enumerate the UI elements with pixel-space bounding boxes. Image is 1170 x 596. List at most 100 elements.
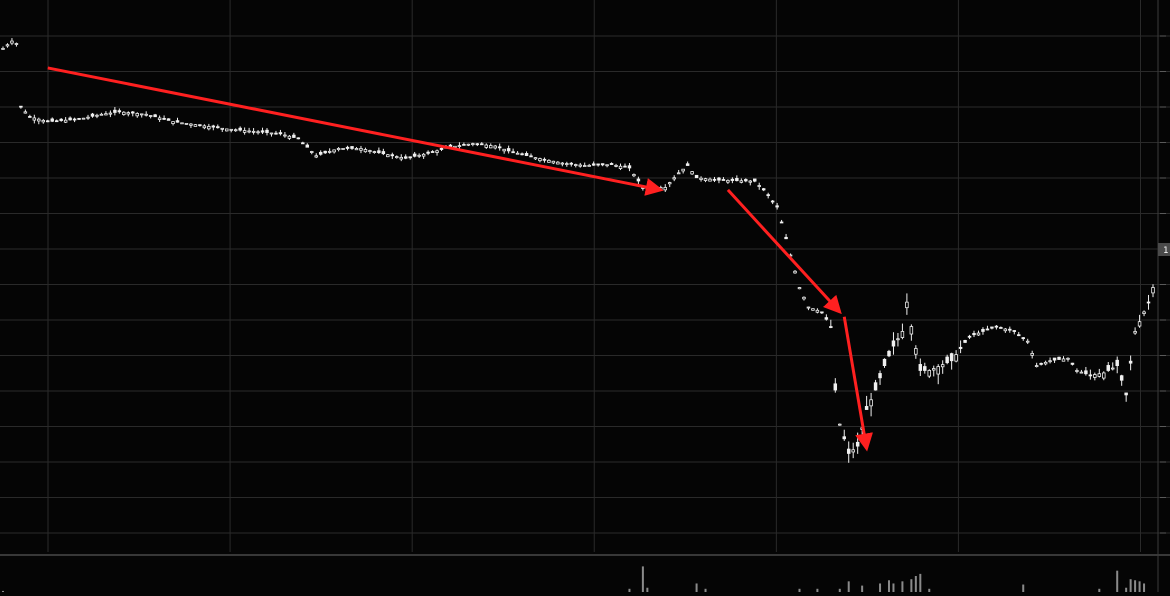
candle-body <box>63 119 68 123</box>
candle-body <box>511 151 515 154</box>
candle-body <box>135 113 139 117</box>
candle-body <box>1093 374 1097 378</box>
candle-body <box>153 114 157 118</box>
candle-body <box>815 309 820 313</box>
candle-body <box>193 124 198 127</box>
candle-body <box>426 151 430 154</box>
volume-bar <box>910 579 913 592</box>
candle-body <box>864 406 869 410</box>
candle-body <box>506 148 511 152</box>
candle-body <box>1048 360 1052 363</box>
candle-body <box>703 178 708 181</box>
candle-body <box>301 142 305 145</box>
candle-body <box>609 163 614 165</box>
price-axis: 1 <box>1158 35 1170 534</box>
candle-body <box>744 179 748 182</box>
candle-body <box>207 126 211 130</box>
candle-body <box>726 180 730 183</box>
candle-body <box>265 129 269 133</box>
candle-body <box>1119 375 1124 381</box>
candle-body <box>972 333 976 336</box>
candle-body <box>596 163 600 166</box>
candle-body <box>314 155 318 158</box>
candle-body <box>806 306 811 309</box>
candle-body <box>117 110 122 113</box>
candle-body <box>963 340 967 343</box>
candle-body <box>600 163 605 166</box>
candle-body <box>793 270 797 274</box>
candle-body <box>113 109 117 113</box>
candle-body <box>533 157 538 160</box>
candle-body <box>663 187 667 191</box>
price-axis-marker-label: 1 <box>1163 246 1168 256</box>
candle-body <box>900 331 905 338</box>
candle-body <box>126 112 131 115</box>
candle-body <box>493 145 497 149</box>
candle-body <box>985 328 990 331</box>
candle-body <box>157 117 162 120</box>
candle-body <box>824 317 829 320</box>
candle-body <box>359 148 363 151</box>
candle-body <box>981 328 985 332</box>
candle-body <box>708 178 712 182</box>
candle-body <box>699 177 703 180</box>
candle-body <box>457 145 462 148</box>
candle-body <box>775 205 779 208</box>
candle-body <box>354 148 359 151</box>
candle-body <box>632 174 636 177</box>
candle-body <box>46 120 50 123</box>
volume-bar <box>695 583 698 592</box>
candle-body <box>1034 365 1039 368</box>
candle-body <box>216 126 220 129</box>
volume-bar <box>646 587 649 592</box>
volume-bar <box>914 576 917 592</box>
candle-body <box>475 143 480 146</box>
candle-body <box>1106 365 1110 371</box>
candle-body <box>569 162 574 165</box>
volume-bar <box>847 581 850 592</box>
candle-body <box>842 436 846 440</box>
candle-body <box>882 358 887 366</box>
candle-body <box>855 441 860 447</box>
candle-body <box>90 113 95 117</box>
candle-body <box>1142 311 1146 314</box>
candle-body <box>86 116 90 119</box>
candle-body <box>802 296 806 300</box>
candle-body <box>403 156 408 159</box>
candle-body <box>896 338 900 341</box>
candle-body <box>927 370 932 377</box>
candle-body <box>184 123 189 125</box>
candle-body <box>605 164 609 167</box>
candle-body <box>484 144 489 148</box>
volume-bar <box>628 588 631 592</box>
candle-body <box>502 148 506 152</box>
candle-body <box>515 152 520 155</box>
candle-body <box>229 128 233 131</box>
candle-body <box>242 130 247 133</box>
candle-body <box>976 332 981 336</box>
candle-body <box>1088 374 1093 377</box>
candle-body <box>1012 330 1017 332</box>
candle-body <box>529 155 533 158</box>
volume-bar <box>1022 584 1025 592</box>
candle-body <box>1151 287 1155 294</box>
candle-body <box>538 158 542 162</box>
candle-body <box>838 423 842 426</box>
candle-body <box>1021 337 1025 340</box>
candle-body <box>739 180 744 183</box>
candle-body <box>233 129 238 132</box>
candle-body <box>202 125 207 129</box>
candle-body <box>480 143 484 146</box>
candle-body <box>77 118 81 120</box>
candle-body <box>1128 360 1133 364</box>
candle-body <box>797 287 802 290</box>
candle-body <box>681 168 685 172</box>
candle-body <box>685 163 690 166</box>
candle-body <box>278 132 283 135</box>
candle-body <box>318 151 323 155</box>
candle-body <box>676 172 681 175</box>
candle-body <box>914 348 918 355</box>
candle-body <box>395 156 399 159</box>
candle-body <box>430 151 435 153</box>
